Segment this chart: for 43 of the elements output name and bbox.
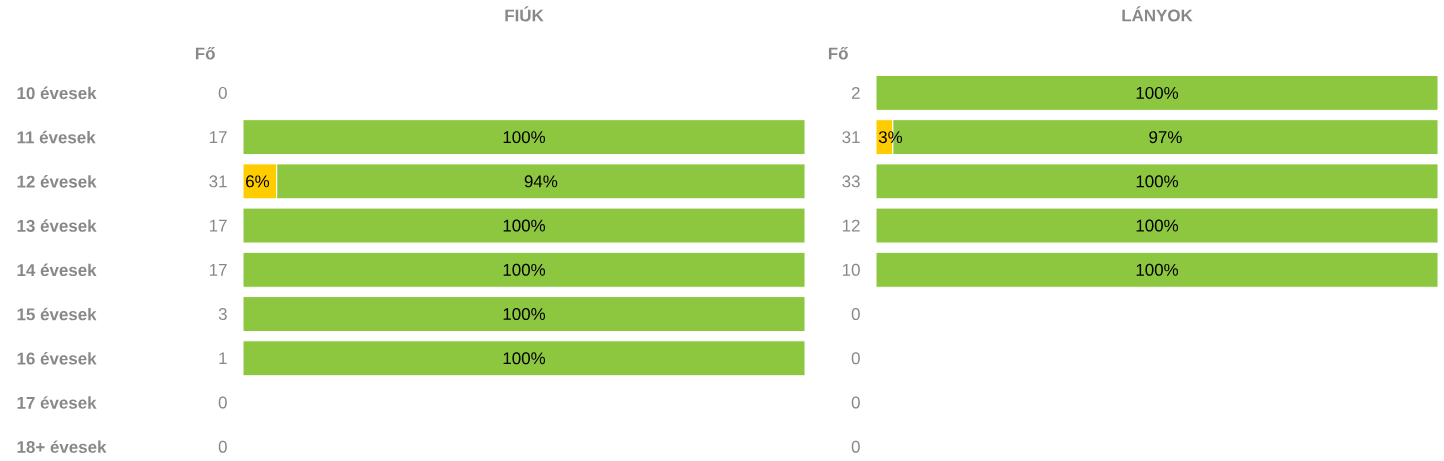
y-tick-label: 13 évesek [17, 219, 97, 232]
y-tick-label: 18+ évesek [17, 440, 107, 454]
y-tick-label: 14 évesek [17, 263, 97, 277]
y2-tick-label: 0 [218, 396, 227, 409]
y-tick-label: 12 évesek [17, 175, 97, 188]
y-tick-label: 15 évesek [17, 307, 97, 321]
y-tick-label: 11 évesek [17, 130, 96, 144]
y2-tick-label: 17 [209, 131, 227, 143]
y2-tick-label: 10 [842, 263, 860, 276]
chart-title: FIÚK [505, 6, 544, 22]
data-label: 100% [1136, 263, 1179, 276]
y2-tick-label: 12 [842, 219, 860, 232]
y2-tick-label: 0 [218, 440, 227, 453]
chart-title: LÁNYOK [1122, 6, 1193, 22]
data-label: 100% [1136, 175, 1179, 188]
y2-tick-label: 0 [851, 396, 860, 409]
data-label: 100% [503, 263, 546, 276]
data-label: 100% [503, 352, 546, 365]
y-tick-label: 17 évesek [17, 396, 97, 409]
y2-tick-label: 31 [209, 175, 227, 188]
data-label: 94% [524, 175, 558, 188]
y2-tick-label: 0 [851, 440, 860, 453]
y2-tick-label: 3 [218, 308, 227, 321]
y2-tick-label: 31 [842, 131, 860, 144]
data-label: 6% [246, 175, 270, 188]
y2-tick-label: 0 [218, 86, 227, 99]
y-tick-label: 16 évesek [17, 351, 97, 365]
y2-tick-label: 17 [209, 263, 227, 276]
data-label: 97% [1149, 131, 1182, 144]
y2-axis-title: Fő [195, 47, 215, 60]
y2-tick-label: 2 [851, 86, 860, 99]
y2-tick-label: 17 [209, 219, 227, 232]
data-label: 100% [503, 219, 546, 232]
data-label: 100% [503, 131, 546, 144]
data-label: 100% [1136, 86, 1179, 99]
y2-tick-label: 0 [851, 308, 860, 321]
y2-axis-title: Fő [828, 47, 848, 60]
y-tick-label: 10 évesek [17, 86, 97, 100]
y2-tick-label: 33 [842, 175, 860, 188]
data-label: 100% [1136, 219, 1179, 232]
y2-tick-label: 1 [219, 352, 227, 365]
data-label: 100% [503, 308, 546, 321]
y2-tick-label: 0 [851, 352, 860, 365]
